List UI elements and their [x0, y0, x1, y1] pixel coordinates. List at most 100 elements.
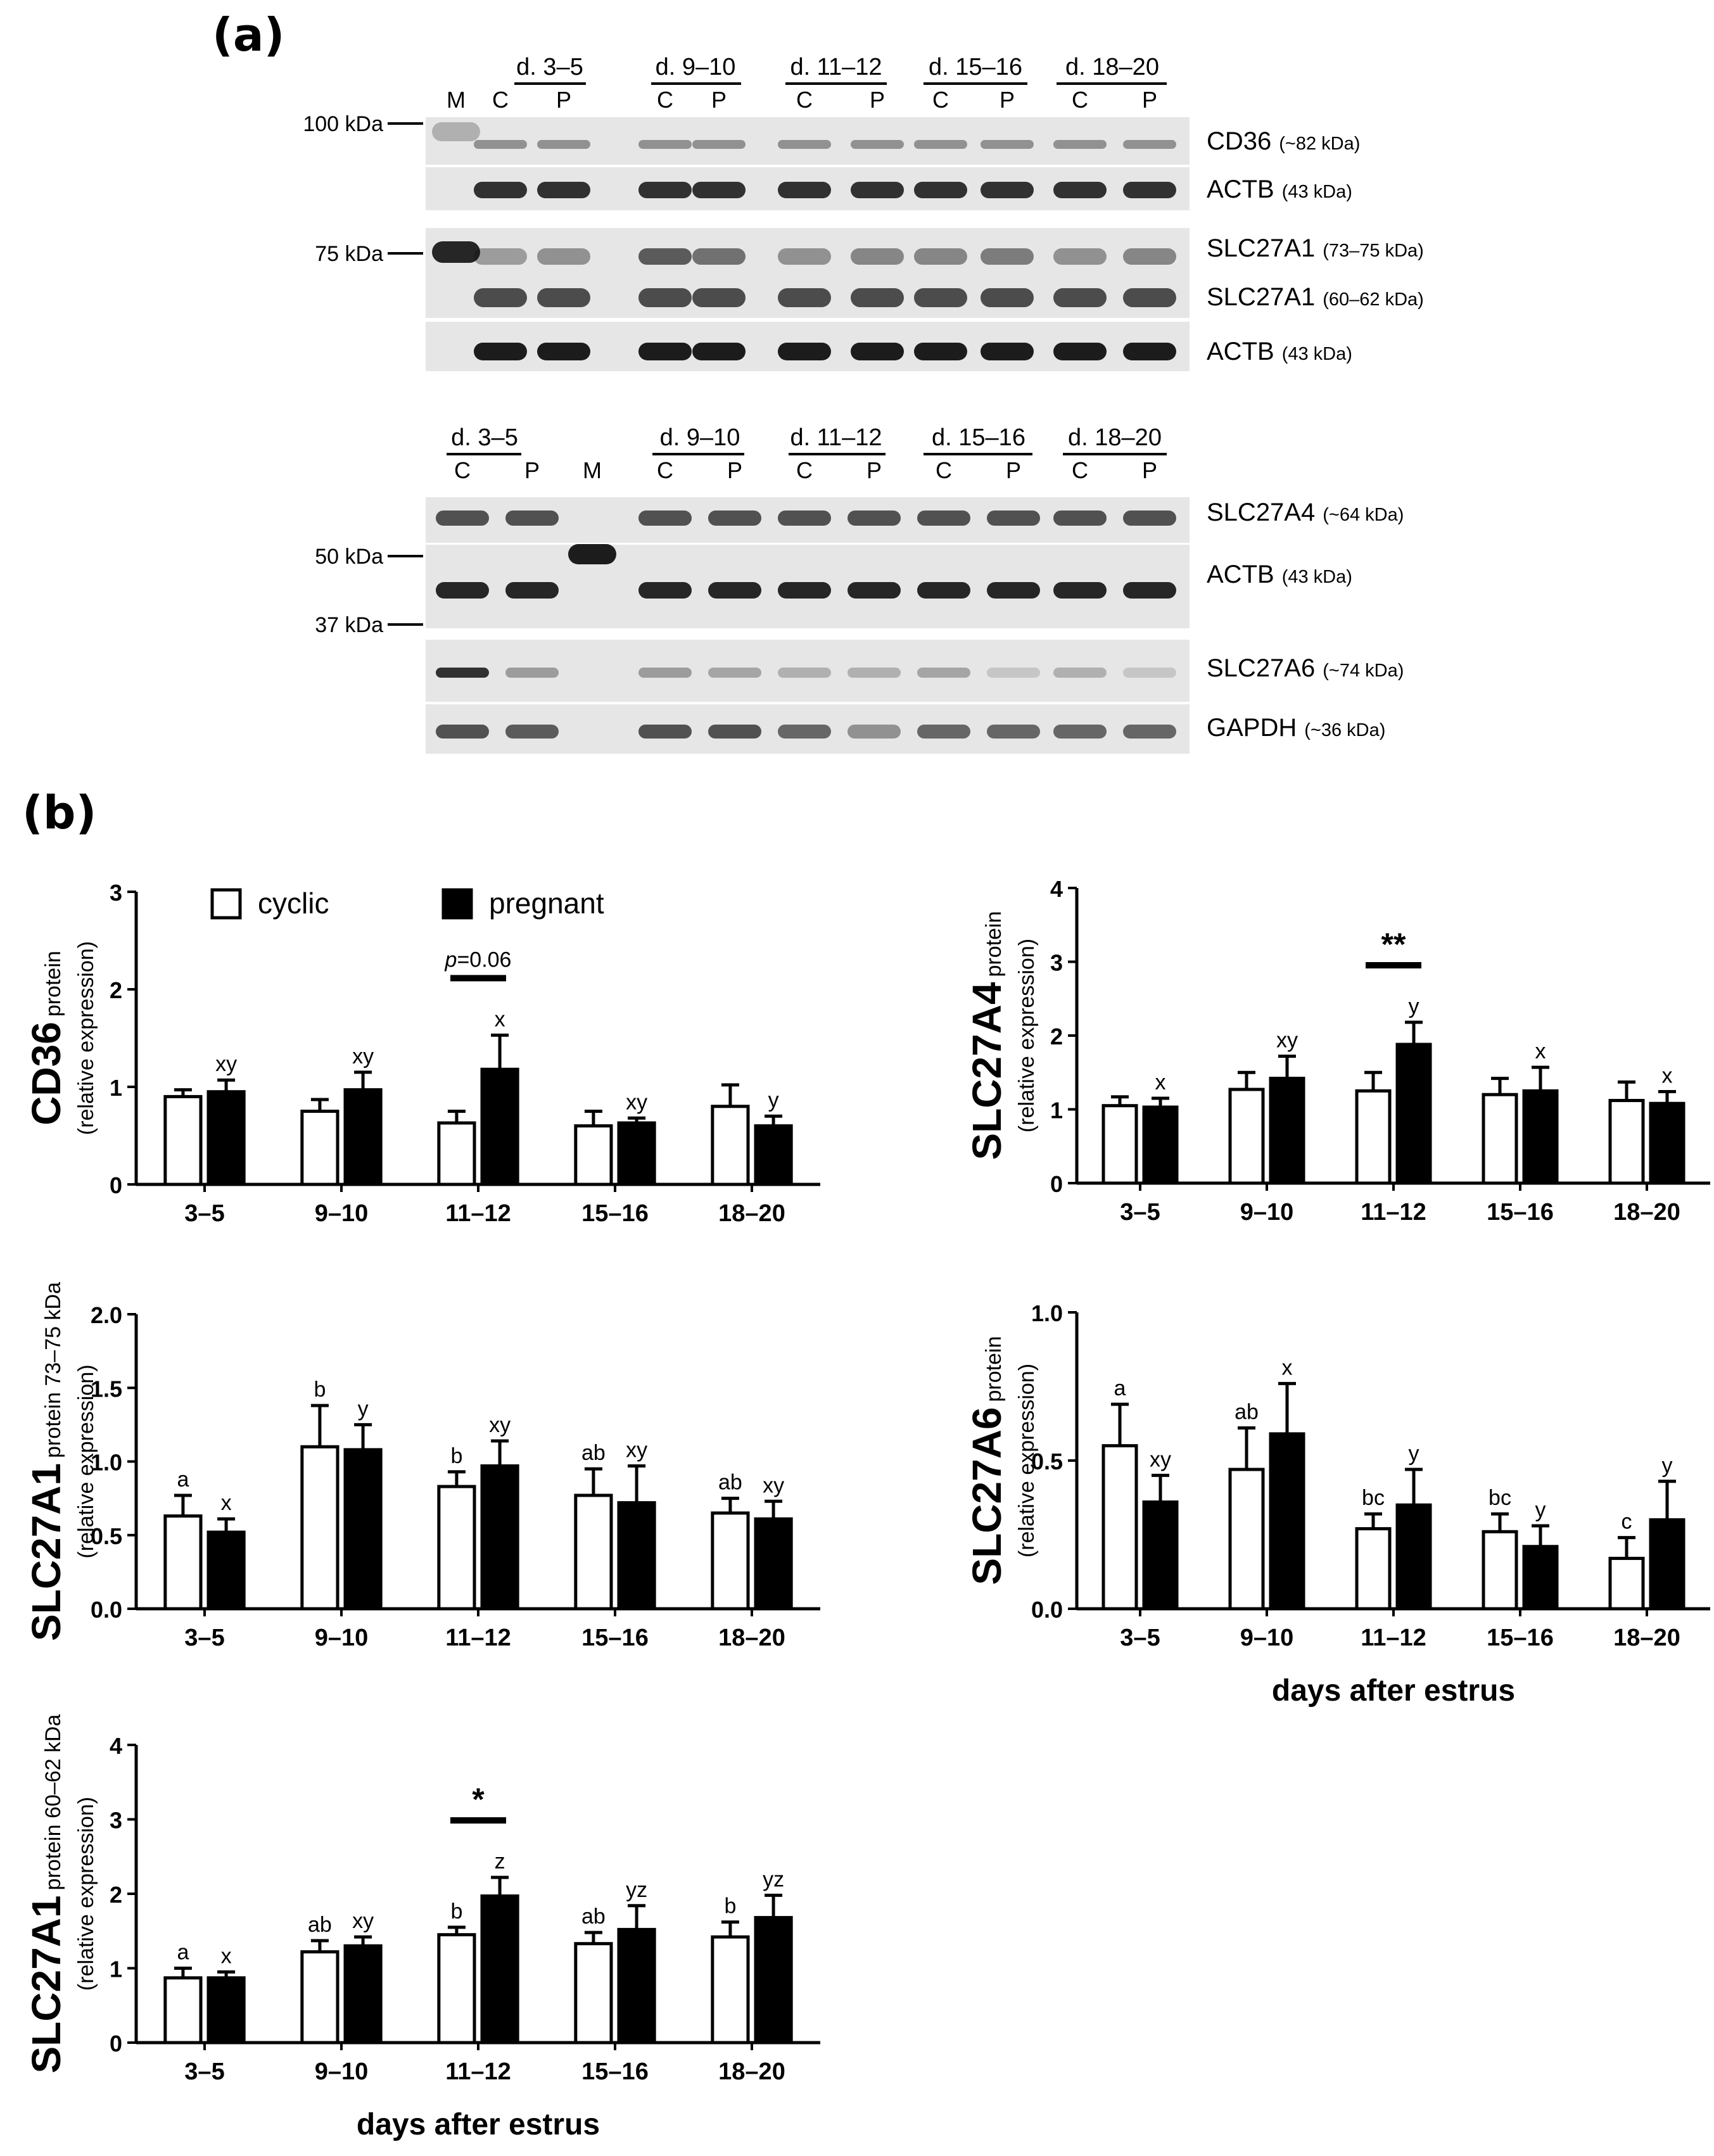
protein-band [981, 248, 1034, 265]
marker-band [568, 544, 616, 564]
protein-band [638, 510, 692, 526]
bar-cyclic [574, 1942, 613, 2045]
blot-strip [426, 117, 1190, 165]
significance-letter: y [1662, 1454, 1673, 1478]
y-tick-label: 1.5 [91, 1376, 122, 1402]
protein-band [436, 725, 489, 739]
y-tick-label: 0 [110, 2031, 122, 2057]
x-axis-label: days after estrus [357, 2108, 600, 2141]
protein-band [981, 343, 1034, 360]
significance-letter: b [450, 1444, 462, 1468]
protein-band [981, 182, 1034, 198]
significance-letter: ab [718, 1471, 742, 1495]
x-tick-label: 15–16 [581, 2058, 649, 2085]
bar-cyclic [711, 1105, 750, 1186]
band-label: GAPDH (~36 kDa) [1207, 714, 1385, 742]
western-blot-2: d. 3–5 d. 9–10 d. 11–12 d. 15–16 d. 18–20 C P C… [315, 424, 1404, 754]
protein-band [1053, 140, 1107, 149]
protein-band [638, 182, 692, 198]
chart-y-title: SLC27A1 protein 73–75 kDa [23, 1282, 69, 1641]
y-axis-label: (relative expression) [74, 1364, 98, 1558]
protein-band [638, 343, 692, 360]
significance-letter: xy [1276, 1029, 1298, 1053]
legend-swatch [210, 888, 242, 920]
bar-cyclic [437, 1485, 476, 1611]
x-tick-label: 9–10 [1240, 1625, 1294, 1651]
x-tick-label: 15–16 [1487, 1625, 1554, 1651]
bar-pregnant [480, 1464, 519, 1611]
bar-chart: 0.0 0.5 1.0 1.5 2.0 SLC27A1 protein 73–75 kDa (… [23, 1282, 820, 1651]
significance-letter: x [221, 1491, 232, 1515]
bar-pregnant [617, 1501, 656, 1611]
significance-letter: a [1114, 1376, 1126, 1400]
protein-band [505, 582, 559, 599]
protein-band [436, 582, 489, 599]
significance-letter: a [177, 1941, 189, 1965]
protein-band [505, 725, 559, 739]
y-tick-label: 0.0 [91, 1597, 122, 1623]
chart-y-title: SLC27A6 protein [964, 1336, 1010, 1585]
significance-letter: x [1662, 1064, 1673, 1088]
protein-band [474, 182, 527, 198]
blot-group-label: d. 18–20 [1068, 424, 1162, 451]
x-tick-label: 18–20 [1613, 1625, 1680, 1651]
significance-letter: y [1535, 1498, 1546, 1522]
panel-a-label: (a) [212, 8, 284, 61]
protein-band [1053, 343, 1107, 360]
protein-band [981, 140, 1034, 149]
bar-cyclic [1608, 1099, 1645, 1185]
western-blot-1: d. 3–5 d. 9–10 d. 11–12 d. 15–16 d. 18–20 C P C… [303, 54, 1424, 371]
y-tick-label: 2 [110, 977, 122, 1003]
bar-cyclic [163, 1094, 203, 1186]
x-tick-label: 18–20 [718, 2058, 785, 2085]
bar-chart: 0 1 2 3 4 SLC27A4 protein (relative expression)… [964, 876, 1710, 1226]
protein-band [914, 248, 967, 265]
bar-pregnant [1649, 1518, 1685, 1611]
protein-band [987, 582, 1040, 599]
x-tick-label: 11–12 [445, 2058, 511, 2085]
band-label: ACTB (43 kDa) [1207, 175, 1352, 203]
protein-band [474, 343, 527, 360]
significance-letter: x [1155, 1070, 1166, 1094]
protein-band [638, 582, 692, 599]
band-label: CD36 (~82 kDa) [1207, 127, 1360, 155]
y-tick-label: 1 [110, 1956, 122, 1982]
chart-protein-name: SLC27A6 [964, 1407, 1010, 1585]
bar-pregnant [1142, 1105, 1179, 1185]
mw-marker-label: 100 kDa [303, 112, 383, 136]
significance-letter: xy [626, 1090, 647, 1114]
bar-cyclic [163, 1514, 203, 1611]
protein-band [987, 725, 1040, 739]
protein-band [778, 725, 831, 739]
p-value-number: =0.06 [457, 948, 511, 972]
bar-pregnant [1142, 1500, 1179, 1611]
mw-marker-label: 75 kDa [315, 242, 383, 266]
y-tick-label: 1 [1050, 1098, 1063, 1124]
panel-b-label: (b) [22, 786, 96, 839]
protein-band [692, 248, 746, 265]
y-tick-label: 4 [1050, 876, 1063, 902]
band-protein-name: ACTB [1207, 338, 1274, 365]
protein-band [914, 182, 967, 198]
band-molecular-weight: (60–62 kDa) [1323, 289, 1424, 310]
protein-band [914, 343, 967, 360]
blot-group-label: d. 15–16 [932, 424, 1025, 451]
protein-band [505, 668, 559, 678]
protein-band [851, 343, 904, 360]
bar-cyclic [437, 1121, 476, 1186]
bar-cyclic [300, 1950, 340, 2045]
protein-band [474, 288, 527, 307]
chart-title-suffix: protein 60–62 kDa [41, 1714, 65, 1890]
p-value-label: p=0.06 [445, 948, 512, 972]
significance-letter: b [450, 1899, 462, 1924]
protein-band [778, 343, 831, 360]
band-protein-name: SLC27A4 [1207, 498, 1315, 526]
band-protein-name: SLC27A1 [1207, 283, 1315, 311]
x-tick-label: 11–12 [1361, 1199, 1426, 1226]
x-axis-label: days after estrus [1272, 1674, 1515, 1708]
significance-letter: x [495, 1007, 505, 1031]
significance-letter: ab [581, 1905, 606, 1929]
bar-cyclic [1482, 1530, 1518, 1611]
blot-group-label: d. 3–5 [516, 54, 583, 80]
